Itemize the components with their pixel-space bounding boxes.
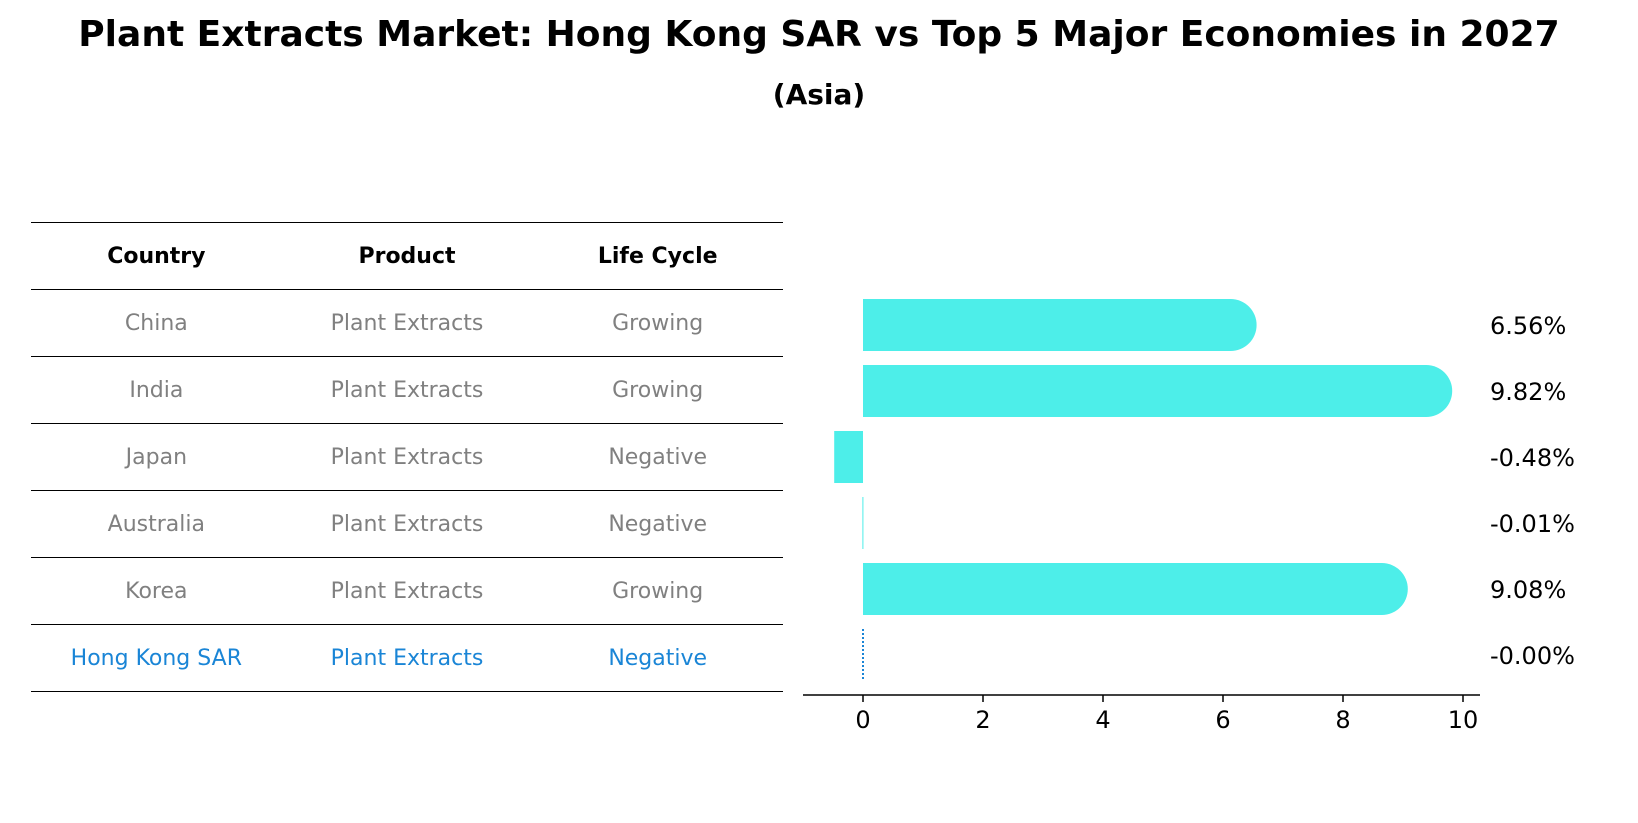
header-life-cycle: Life Cycle: [597, 243, 718, 269]
bar: [862, 497, 864, 549]
table-row: Japan Plant Extracts Negative: [31, 423, 783, 490]
country-cell: Hong Kong SAR: [70, 645, 242, 671]
product-cell: Plant Extracts: [330, 578, 484, 604]
bar: [863, 299, 1257, 351]
product-cell: Plant Extracts: [330, 377, 484, 403]
country-cell: China: [124, 310, 188, 336]
table-row: Australia Plant Extracts Negative: [31, 490, 783, 557]
country-cell: Korea: [125, 578, 188, 604]
x-tick-label: 0: [855, 706, 870, 734]
data-label: 9.08%: [1490, 576, 1566, 604]
x-tick-label: 4: [1095, 706, 1110, 734]
bar: [863, 365, 1453, 417]
table-header-row: Country Product Life Cycle: [31, 222, 783, 289]
table-row-highlighted: Hong Kong SAR Plant Extracts Negative: [31, 624, 783, 692]
product-cell: Plant Extracts: [330, 310, 484, 336]
life-cycle-cell: Growing: [612, 377, 704, 403]
life-cycle-cell: Growing: [612, 578, 704, 604]
data-label: -0.00%: [1490, 642, 1575, 670]
life-cycle-cell: Negative: [608, 511, 708, 537]
country-cell: Japan: [125, 444, 188, 470]
data-label: -0.01%: [1490, 510, 1575, 538]
chart-subtitle: (Asia): [772, 78, 866, 111]
product-cell: Plant Extracts: [330, 645, 484, 671]
product-cell: Plant Extracts: [330, 444, 484, 470]
table-row: India Plant Extracts Growing: [31, 356, 783, 423]
header-product: Product: [358, 243, 456, 269]
country-cell: India: [129, 377, 184, 403]
country-table: Country Product Life Cycle China Plant E…: [31, 222, 783, 692]
x-tick-label: 2: [975, 706, 990, 734]
life-cycle-cell: Negative: [608, 444, 708, 470]
data-label: 6.56%: [1490, 312, 1566, 340]
header-country: Country: [107, 243, 206, 269]
x-tick-label: 6: [1215, 706, 1230, 734]
x-tick-label: 8: [1335, 706, 1350, 734]
life-cycle-cell: Negative: [608, 645, 708, 671]
table-row: China Plant Extracts Growing: [31, 289, 783, 356]
life-cycle-cell: Growing: [612, 310, 704, 336]
product-cell: Plant Extracts: [330, 511, 484, 537]
data-label: -0.48%: [1490, 444, 1575, 472]
x-tick-label: 10: [1448, 706, 1479, 734]
bar: [834, 431, 863, 483]
bar: [863, 563, 1408, 615]
country-cell: Australia: [107, 511, 205, 537]
data-label: 9.82%: [1490, 378, 1566, 406]
table-row: Korea Plant Extracts Growing: [31, 557, 783, 624]
chart-title: Plant Extracts Market: Hong Kong SAR vs …: [78, 14, 1560, 55]
